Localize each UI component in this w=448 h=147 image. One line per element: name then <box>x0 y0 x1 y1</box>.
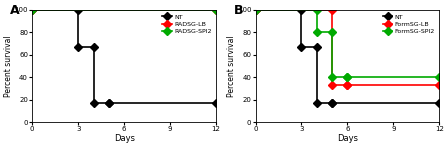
Y-axis label: Percent survival: Percent survival <box>228 35 237 97</box>
Legend: NT, RADSG-LB, RADSG-SPI2: NT, RADSG-LB, RADSG-SPI2 <box>161 13 213 35</box>
Y-axis label: Percent survival: Percent survival <box>4 35 13 97</box>
X-axis label: Days: Days <box>114 134 135 143</box>
Legend: NT, FormSG-LB, FormSG-SPI2: NT, FormSG-LB, FormSG-SPI2 <box>382 13 436 35</box>
X-axis label: Days: Days <box>337 134 358 143</box>
Text: A: A <box>10 4 20 17</box>
Text: B: B <box>233 4 243 17</box>
